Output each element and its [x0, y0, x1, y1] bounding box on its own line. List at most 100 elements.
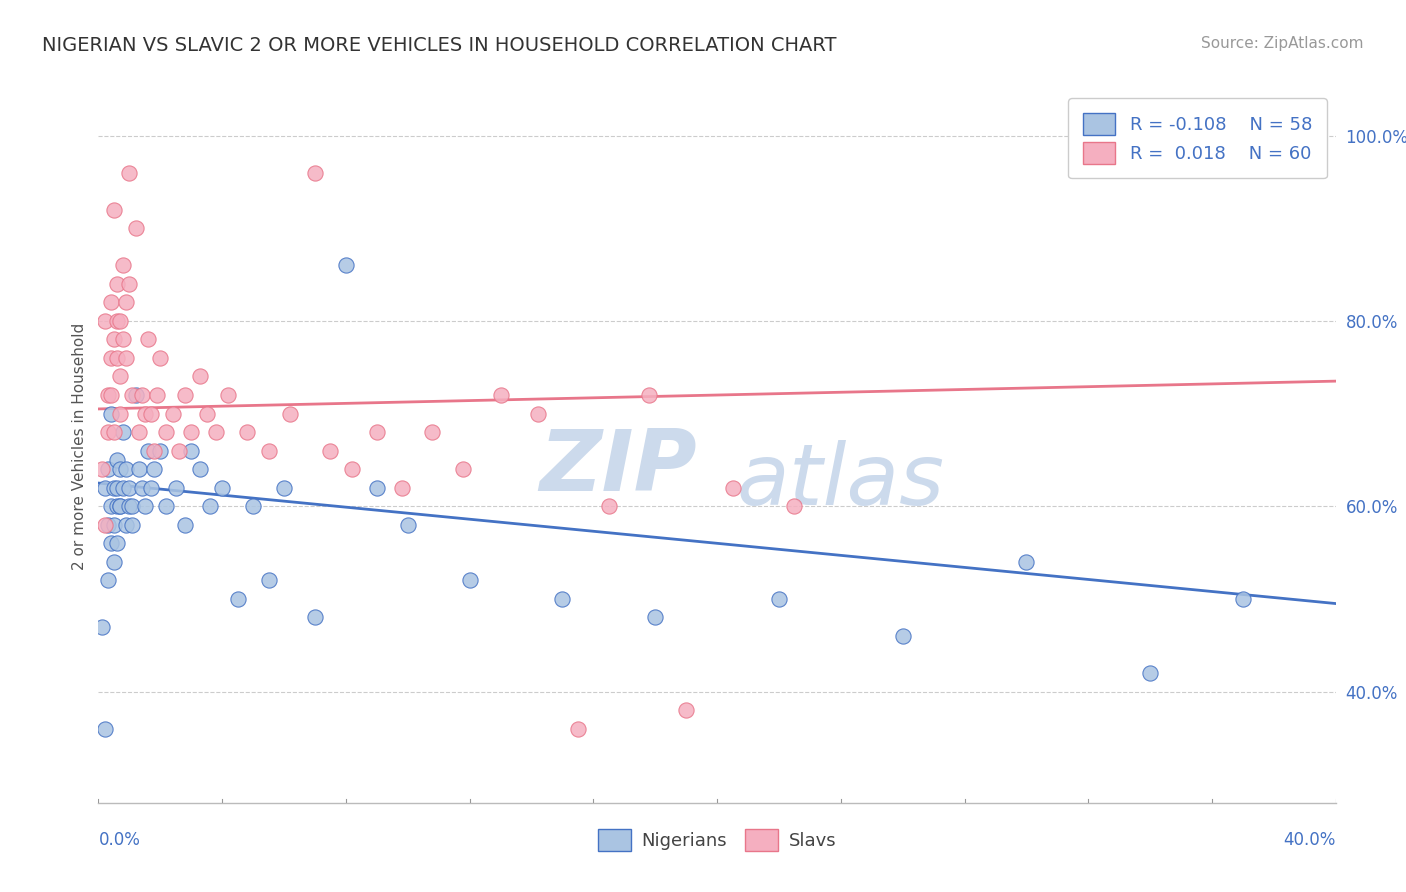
- Point: [155, 500, 177, 514]
- Point: [108, 369, 131, 384]
- Point: [112, 258, 135, 272]
- Text: atlas: atlas: [737, 440, 945, 524]
- Point: [335, 258, 357, 272]
- Point: [489, 388, 512, 402]
- Point: [551, 591, 574, 606]
- Point: [165, 481, 187, 495]
- Point: [100, 407, 122, 421]
- Point: [108, 314, 131, 328]
- Point: [453, 462, 475, 476]
- Y-axis label: 2 or more Vehicles in Household: 2 or more Vehicles in Household: [72, 322, 87, 570]
- Point: [128, 425, 150, 439]
- Point: [721, 481, 744, 495]
- Point: [97, 425, 120, 439]
- Point: [304, 610, 326, 624]
- Point: [278, 407, 301, 421]
- Point: [108, 500, 131, 514]
- Point: [93, 314, 115, 328]
- Point: [103, 202, 125, 217]
- Point: [108, 407, 131, 421]
- Point: [118, 481, 141, 495]
- Point: [112, 425, 135, 439]
- Point: [103, 333, 125, 347]
- Text: Source: ZipAtlas.com: Source: ZipAtlas.com: [1201, 36, 1364, 51]
- Point: [103, 481, 125, 495]
- Text: 40.0%: 40.0%: [1284, 831, 1336, 849]
- Point: [567, 722, 589, 736]
- Point: [146, 388, 169, 402]
- Point: [100, 500, 122, 514]
- Point: [115, 517, 138, 532]
- Point: [198, 500, 221, 514]
- Point: [644, 610, 666, 624]
- Point: [143, 462, 166, 476]
- Point: [93, 722, 115, 736]
- Point: [174, 388, 197, 402]
- Point: [105, 536, 128, 550]
- Point: [155, 425, 177, 439]
- Point: [340, 462, 363, 476]
- Point: [97, 517, 120, 532]
- Point: [149, 443, 172, 458]
- Point: [90, 620, 112, 634]
- Point: [131, 481, 153, 495]
- Point: [108, 462, 131, 476]
- Point: [108, 500, 131, 514]
- Point: [366, 425, 388, 439]
- Point: [105, 277, 128, 291]
- Point: [396, 517, 419, 532]
- Point: [136, 443, 159, 458]
- Point: [1232, 591, 1254, 606]
- Point: [180, 425, 202, 439]
- Point: [105, 351, 128, 365]
- Point: [105, 500, 128, 514]
- Point: [118, 500, 141, 514]
- Point: [112, 481, 135, 495]
- Point: [100, 351, 122, 365]
- Point: [675, 703, 697, 717]
- Point: [105, 481, 128, 495]
- Point: [103, 425, 125, 439]
- Point: [97, 388, 120, 402]
- Point: [190, 462, 212, 476]
- Point: [124, 388, 146, 402]
- Point: [242, 500, 264, 514]
- Point: [121, 388, 143, 402]
- Text: ZIP: ZIP: [540, 425, 697, 509]
- Point: [115, 295, 138, 310]
- Point: [236, 425, 259, 439]
- Point: [103, 555, 125, 569]
- Point: [105, 453, 128, 467]
- Point: [257, 443, 280, 458]
- Point: [128, 462, 150, 476]
- Point: [97, 574, 120, 588]
- Point: [100, 295, 122, 310]
- Point: [112, 333, 135, 347]
- Point: [134, 500, 156, 514]
- Point: [783, 500, 806, 514]
- Point: [100, 536, 122, 550]
- Point: [97, 462, 120, 476]
- Point: [121, 500, 143, 514]
- Point: [891, 629, 914, 643]
- Point: [1015, 555, 1038, 569]
- Point: [195, 407, 218, 421]
- Point: [118, 166, 141, 180]
- Point: [139, 407, 162, 421]
- Point: [391, 481, 413, 495]
- Point: [304, 166, 326, 180]
- Point: [768, 591, 790, 606]
- Point: [93, 481, 115, 495]
- Point: [93, 517, 115, 532]
- Point: [124, 221, 146, 235]
- Point: [115, 462, 138, 476]
- Point: [319, 443, 342, 458]
- Point: [638, 388, 661, 402]
- Legend: Nigerians, Slavs: Nigerians, Slavs: [583, 814, 851, 865]
- Point: [100, 388, 122, 402]
- Point: [598, 500, 620, 514]
- Point: [121, 517, 143, 532]
- Point: [103, 517, 125, 532]
- Point: [167, 443, 190, 458]
- Point: [1139, 666, 1161, 681]
